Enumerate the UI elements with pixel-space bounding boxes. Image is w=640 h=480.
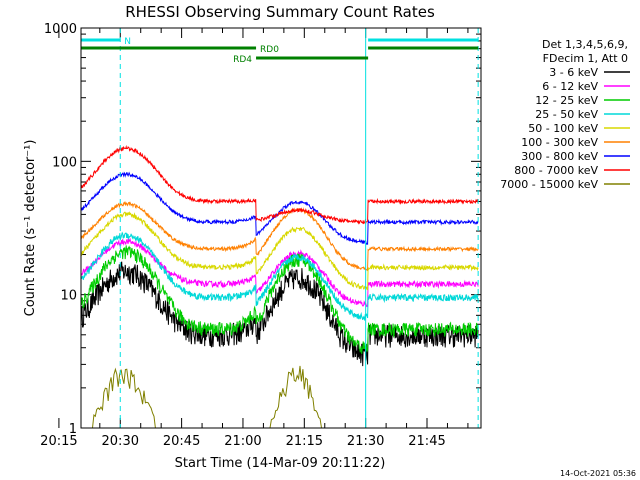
legend-entry-label: 25 - 50 keV [535, 108, 598, 121]
series-line-300-800kev [80, 171, 479, 246]
y-axis-label: Count Rate (s⁻¹ detector⁻¹) [23, 140, 38, 317]
legend-header: Det 1,3,4,5,6,9, [542, 38, 628, 51]
x-tick-label: 21:00 [224, 434, 261, 449]
y-tick-label: 1 [69, 422, 77, 437]
legend-entry-label: 7000 - 15000 keV [500, 178, 598, 191]
series-line-3-6kev [80, 261, 479, 367]
chart-title: RHESSI Observing Summary Count Rates [125, 3, 435, 21]
series-line-6-12kev [80, 237, 479, 308]
x-tick-label: 21:30 [347, 434, 384, 449]
event-label-rd0: RD0 [260, 45, 279, 55]
series-line-7000-15000-kev [81, 365, 478, 429]
series-line-50-100kev [80, 210, 479, 291]
legend-entry-label: 300 - 800 keV [521, 150, 598, 163]
x-tick-label: 21:45 [408, 434, 445, 449]
event-bars-layer: N RD0 RD4 [80, 28, 479, 428]
y-tick-label: 10 [60, 289, 77, 304]
x-tick-label: 20:30 [102, 434, 139, 449]
timestamp: 14-Oct-2021 05:36 [560, 469, 636, 478]
x-tick-label: 21:15 [286, 434, 323, 449]
series-line-25-50kev [80, 231, 479, 321]
axes-layer: 1 10 100 1000 20:15 20:30 20:45 21:00 21:15 21:30… [40, 22, 481, 449]
plot-frame [80, 27, 482, 429]
legend-header: FDecim 1, Att 0 [543, 52, 628, 65]
series-line-100-300kev [80, 201, 479, 272]
series-layer [80, 144, 479, 429]
series-line-800-7000kev [80, 144, 479, 225]
x-tick-label: 20:15 [40, 434, 77, 449]
legend-entry-label: 12 - 25 keV [535, 94, 598, 107]
y-tick-label: 100 [52, 155, 77, 170]
y-tick-label: 1000 [44, 22, 77, 37]
x-axis-label: Start Time (14-Mar-09 20:11:22) [175, 456, 386, 471]
legend-entry-label: 50 - 100 keV [528, 122, 598, 135]
legend-entry-label: 6 - 12 keV [542, 80, 598, 93]
legend: Det 1,3,4,5,6,9,FDecim 1, Att 03 - 6 keV… [500, 38, 630, 191]
legend-entry-label: 800 - 7000 keV [514, 164, 598, 177]
legend-entry-label: 3 - 6 keV [549, 66, 598, 79]
event-label-n: N [124, 37, 131, 47]
x-tick-label: 20:45 [163, 434, 200, 449]
legend-entry-label: 100 - 300 keV [521, 136, 598, 149]
series-line-12-25kev [80, 245, 479, 354]
event-label-rd4: RD4 [233, 55, 252, 65]
